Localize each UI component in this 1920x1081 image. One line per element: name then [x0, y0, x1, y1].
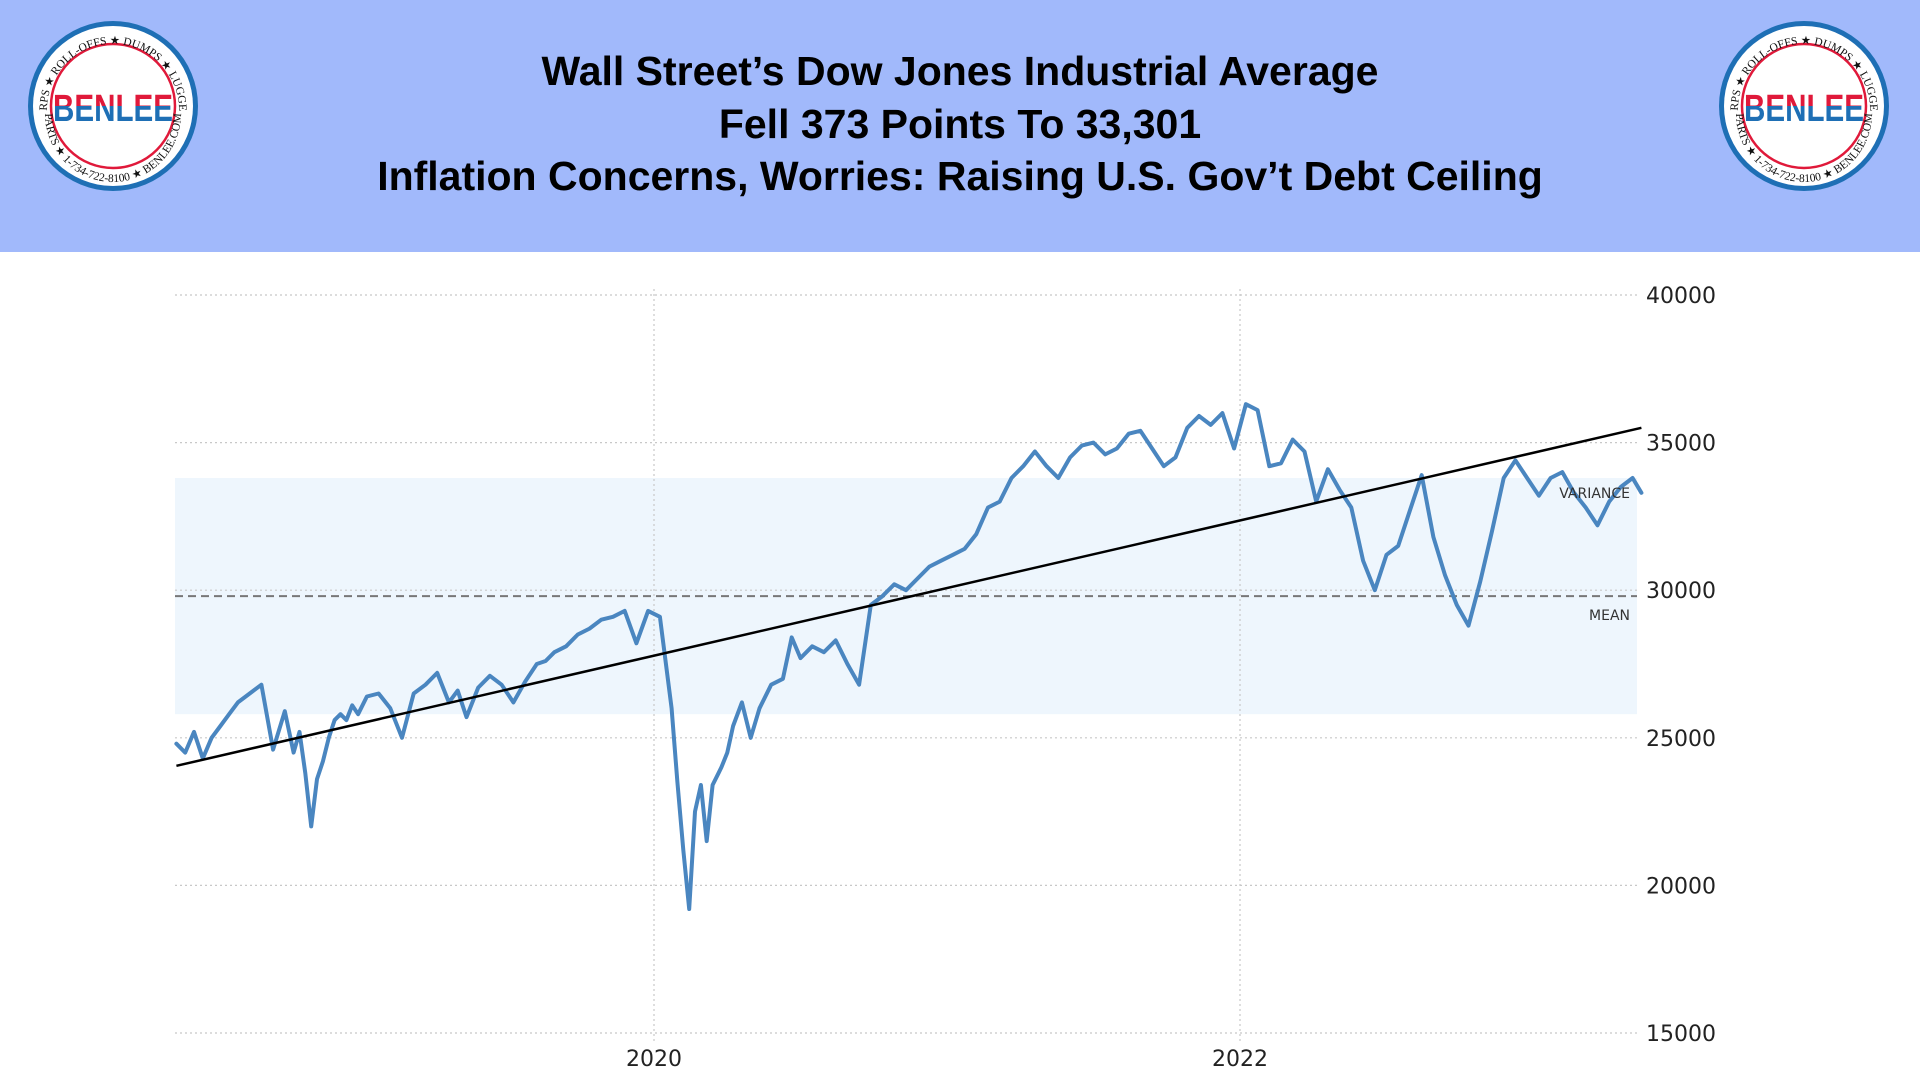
x-tick-label: 2022 [1212, 1047, 1268, 1072]
variance-label: VARIANCE [1559, 486, 1630, 502]
x-tick-label: 2020 [626, 1047, 682, 1072]
trend-line [176, 426, 1642, 768]
y-tick-label: 25000 [1646, 727, 1716, 752]
title-line-3: Inflation Concerns, Worries: Raising U.S… [377, 153, 1543, 199]
svg-text:BENLEE: BENLEE [1744, 88, 1864, 130]
y-tick-label: 20000 [1646, 874, 1716, 899]
benlee-logo-left: TARPS ★ ROLL-OFFS ★ DUMPS ★ LUGGERS PART… [21, 9, 201, 194]
y-tick-label: 15000 [1646, 1022, 1716, 1047]
y-tick-label: 40000 [1646, 284, 1716, 309]
title-line-1: Wall Street’s Dow Jones Industrial Avera… [541, 48, 1379, 94]
svg-text:BENLEE: BENLEE [53, 88, 173, 130]
y-tick-label: 30000 [1646, 579, 1716, 604]
benlee-logo-right: TARPS ★ ROLL-OFFS ★ DUMPS ★ LUGGERS PART… [1712, 9, 1892, 194]
title-line-2: Fell 373 Points To 33,301 [718, 101, 1202, 147]
dow-jones-chart: 15000 20000 25000 30000 35000 40000 2020 2022 VA… [174, 284, 1716, 1072]
dow-jones-line [174, 402, 1644, 911]
logo-brand-text: BENLEE [53, 88, 173, 130]
logo-brand-text: BENLEE [1744, 88, 1864, 130]
header-banner: TARPS ★ ROLL-OFFS ★ DUMPS ★ LUGGERS PART… [0, 0, 1920, 252]
mean-label: MEAN [1589, 608, 1630, 624]
y-tick-label: 35000 [1646, 432, 1716, 457]
